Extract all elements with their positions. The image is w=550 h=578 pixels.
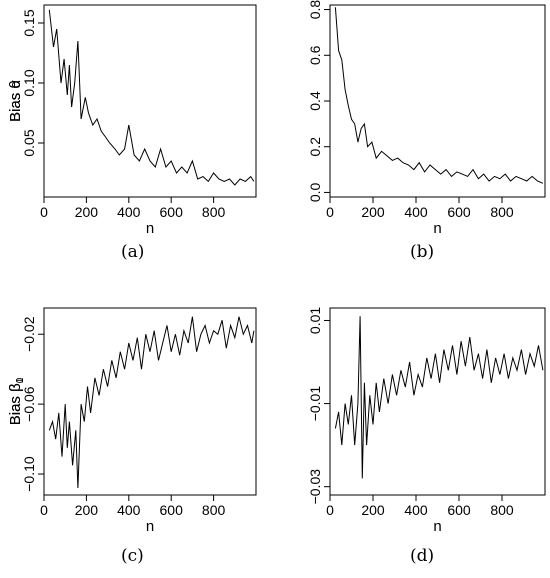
series-line xyxy=(48,316,255,489)
x-tick-label: 0 xyxy=(326,502,334,518)
y-tick-label: 0.8 xyxy=(307,0,323,19)
x-tick-label: 400 xyxy=(117,204,141,220)
caption-c: (c) xyxy=(121,546,144,566)
y-tick-label: −0.10 xyxy=(21,456,37,492)
x-tick-label: 400 xyxy=(404,204,428,220)
y-tick-label: 0.05 xyxy=(21,129,37,156)
x-tick-label: 600 xyxy=(160,502,184,518)
x-tick-label: 0 xyxy=(326,204,334,220)
x-tick-label: 600 xyxy=(447,204,471,220)
y-tick-label: 0.2 xyxy=(307,137,323,157)
y-axis-label-main: Bias β xyxy=(7,383,24,425)
caption-a: (a) xyxy=(121,242,145,262)
y-tick-label: 0.0 xyxy=(307,182,323,202)
y-axis-label: Bias β0 xyxy=(7,377,26,425)
x-axis-label: n xyxy=(146,220,154,237)
y-tick-label: 0.6 xyxy=(307,45,323,65)
x-tick-label: 800 xyxy=(490,204,514,220)
y-axis-label: Bias β1 xyxy=(7,377,26,425)
chart-panel-d: 0 200 400 600 800 −0.03 −0.01 0.01 n Bias β1 xyxy=(7,307,546,535)
y-tick-label: −0.02 xyxy=(21,316,37,352)
x-tick-label: 0 xyxy=(40,502,48,518)
y-axis-label-subscript: 1 xyxy=(15,377,26,383)
x-axis-label: n xyxy=(146,518,154,535)
y-tick-label: −0.03 xyxy=(307,469,323,505)
x-tick-label: 400 xyxy=(117,502,141,518)
series-line xyxy=(48,9,255,186)
x-tick-label: 800 xyxy=(202,502,226,518)
chart-panel-b: 0 200 400 600 800 0.0 0.2 0.4 0.6 0.8 n Bias θ xyxy=(7,0,546,237)
y-axis-label-main: Bias β xyxy=(7,383,24,425)
x-axis-label: n xyxy=(433,518,441,535)
x-tick-label: 600 xyxy=(160,204,184,220)
y-tick-label: 0.01 xyxy=(307,307,323,334)
x-tick-label: 400 xyxy=(404,502,428,518)
x-tick-label: 200 xyxy=(361,502,385,518)
plot-frame xyxy=(329,307,546,496)
y-axis-label: Bias θ xyxy=(7,80,24,122)
x-tick-label: 600 xyxy=(447,502,471,518)
plot-frame xyxy=(43,4,257,198)
y-tick-label: 0.10 xyxy=(21,69,37,96)
y-tick-label: 0.4 xyxy=(307,91,323,111)
series-line xyxy=(334,316,544,479)
y-axis-label-subscript: 0 xyxy=(15,377,26,383)
caption-d: (d) xyxy=(410,546,435,566)
x-tick-label: 200 xyxy=(75,204,99,220)
caption-b: (b) xyxy=(410,242,435,262)
chart-panel-a: 0 200 400 600 800 0.05 0.10 0.15 n Bias α xyxy=(7,4,257,237)
x-tick-label: 200 xyxy=(75,502,99,518)
plot-frame xyxy=(329,4,546,198)
y-axis-label: Bias α xyxy=(7,80,24,122)
series-line xyxy=(334,7,544,184)
x-tick-label: 0 xyxy=(40,204,48,220)
x-tick-label: 800 xyxy=(202,204,226,220)
plot-frame xyxy=(43,307,257,496)
x-tick-label: 800 xyxy=(490,502,514,518)
x-axis-label: n xyxy=(433,220,441,237)
y-tick-label: 0.15 xyxy=(21,9,37,36)
y-tick-label: −0.01 xyxy=(307,386,323,422)
x-tick-label: 200 xyxy=(361,204,385,220)
y-tick-label: −0.06 xyxy=(21,386,37,422)
